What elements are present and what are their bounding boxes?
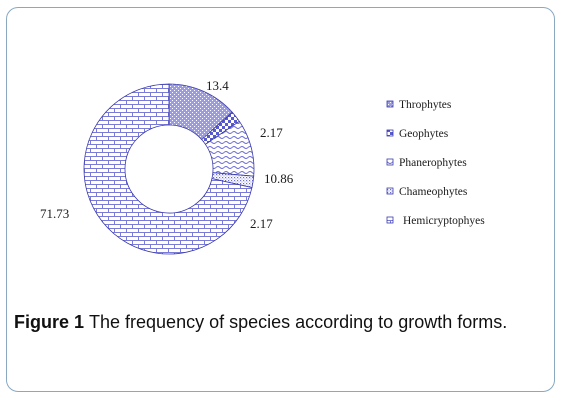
legend-label-throphytes: Throphytes bbox=[399, 99, 452, 111]
donut-slice-hemicryptophyes bbox=[83, 83, 253, 255]
legend-swatch-throphytes bbox=[386, 100, 394, 108]
data-label-geophytes: 2.17 bbox=[260, 125, 283, 140]
legend-label-hemicryptophyes: Hemicryptophyes bbox=[403, 215, 485, 227]
figure-caption: Figure 1 The frequency of species accordi… bbox=[14, 310, 548, 335]
legend-label-phanerophytes: Phanerophytes bbox=[399, 157, 467, 169]
legend-label-geophytes: Geophytes bbox=[399, 128, 449, 140]
legend-swatch-geophytes bbox=[386, 129, 394, 137]
legend-swatch-phanerophytes bbox=[386, 158, 394, 166]
figure-label: Figure 1 bbox=[14, 312, 85, 332]
data-label-hemicryptophyes: 71.73 bbox=[40, 206, 69, 221]
data-label-throphytes: 13.4 bbox=[206, 78, 229, 93]
data-label-chameophytes: 2.17 bbox=[250, 216, 273, 231]
donut-chart: 13.4 2.17 10.86 2.17 71.73 Throphytes Geophyt… bbox=[40, 78, 485, 255]
data-label-phanerophytes: 10.86 bbox=[264, 171, 294, 186]
legend-label-chameophytes: Chameophytes bbox=[399, 186, 468, 198]
legend-swatch-chameophytes bbox=[386, 187, 394, 195]
caption-text: The frequency of species according to gr… bbox=[89, 312, 508, 332]
legend-swatch-hemicryptophyes bbox=[386, 216, 394, 224]
